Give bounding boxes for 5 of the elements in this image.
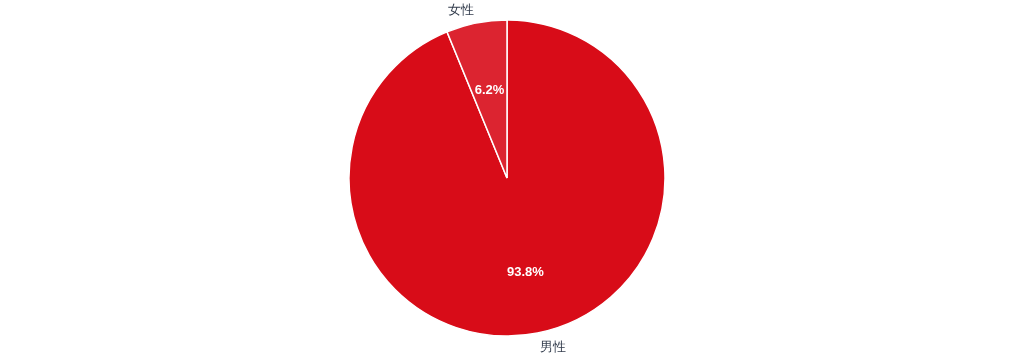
data-label: 6.2%: [474, 82, 505, 98]
slice-label: 女性: [447, 1, 474, 17]
slice-label: 男性: [540, 339, 567, 355]
data-label: 93.8%: [506, 263, 545, 279]
pie-slice: [348, 19, 666, 337]
